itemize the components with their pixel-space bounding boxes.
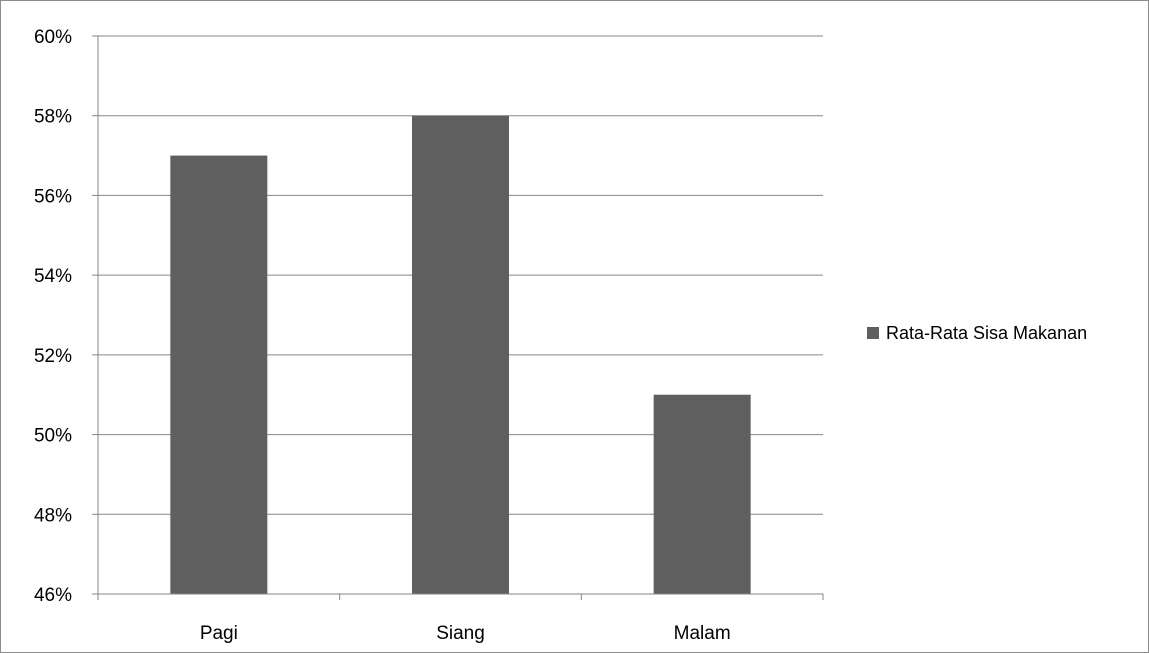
bar-siang [412, 115, 509, 594]
y-tick-label: 58% [34, 107, 72, 128]
bar-pagi [170, 155, 268, 595]
bar-malam [653, 394, 751, 594]
y-tick-label: 46% [34, 585, 72, 606]
legend: Rata-Rata Sisa Makanan [867, 323, 1087, 343]
legend-swatch [867, 327, 879, 339]
y-tick-label: 54% [34, 266, 72, 287]
x-tick-label: Malam [674, 623, 731, 644]
y-tick-label: 60% [34, 27, 72, 48]
y-tick-label: 48% [34, 505, 72, 526]
bar-series [170, 115, 751, 595]
y-tick-label: 56% [34, 186, 72, 207]
x-tick-label: Pagi [200, 623, 238, 644]
legend-label: Rata-Rata Sisa Makanan [886, 323, 1087, 343]
y-tick-label: 50% [34, 426, 72, 447]
x-tick-label: Siang [436, 623, 485, 644]
axes [92, 35, 824, 600]
y-axis-tick-labels: 46% 48% 50% 52% 54% 56% 58% 60% [34, 27, 72, 606]
x-axis-tick-labels: Pagi Siang Malam [200, 623, 731, 644]
y-tick-label: 52% [34, 346, 72, 367]
